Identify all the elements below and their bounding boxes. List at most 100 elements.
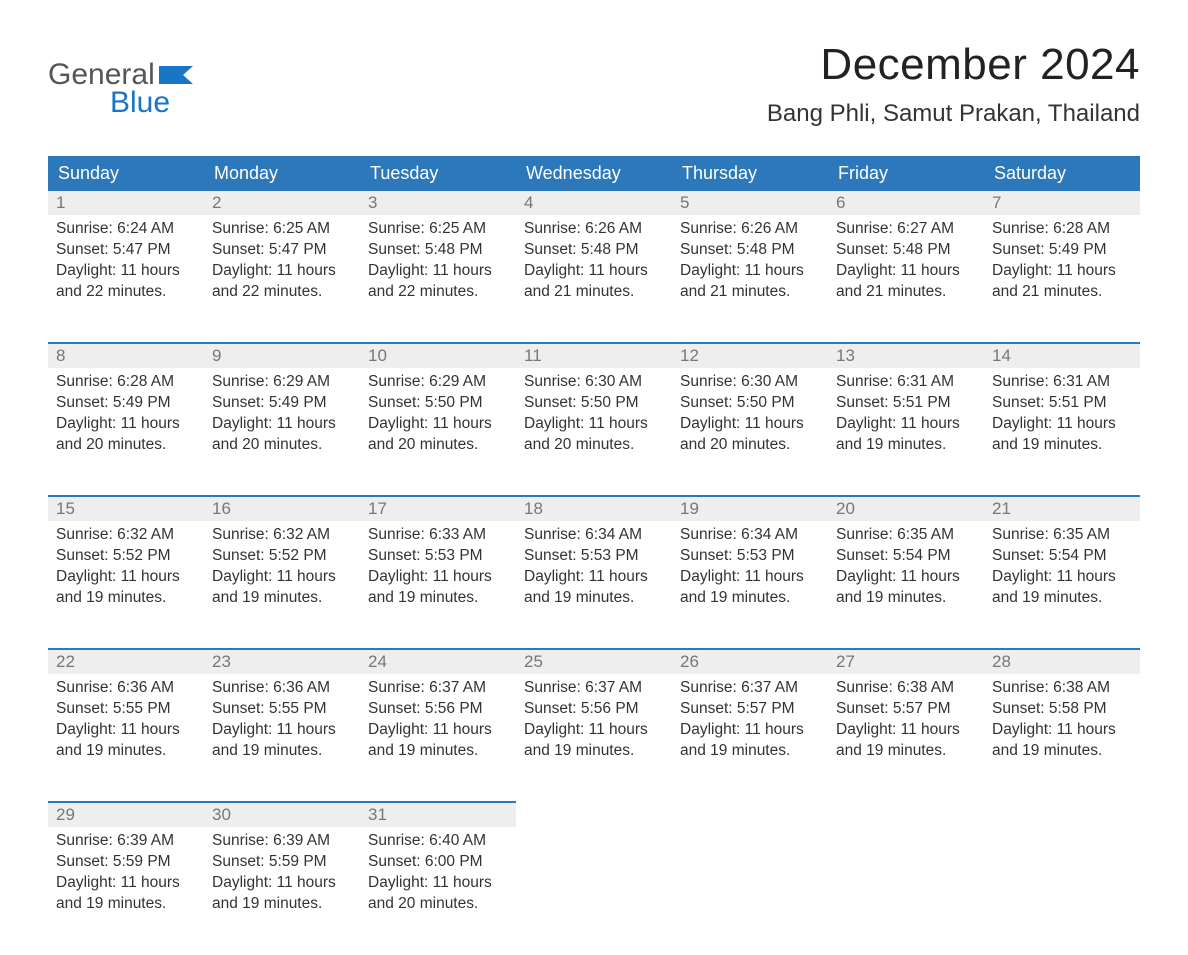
- day-cell: Sunrise: 6:26 AMSunset: 5:48 PMDaylight:…: [516, 215, 672, 343]
- daylight-line-2: and 19 minutes.: [212, 894, 352, 915]
- day-number-cell: 24: [360, 649, 516, 674]
- daylight-line-1: Daylight: 11 hours: [524, 261, 664, 282]
- sunset-line: Sunset: 5:48 PM: [836, 240, 976, 261]
- daylight-line-1: Daylight: 11 hours: [680, 720, 820, 741]
- sunset-line: Sunset: 5:58 PM: [992, 699, 1132, 720]
- day-cell: Sunrise: 6:28 AMSunset: 5:49 PMDaylight:…: [48, 368, 204, 496]
- sunrise-line: Sunrise: 6:28 AM: [56, 372, 196, 393]
- sunrise-line: Sunrise: 6:29 AM: [368, 372, 508, 393]
- day-content-row: Sunrise: 6:24 AMSunset: 5:47 PMDaylight:…: [48, 215, 1140, 343]
- sunset-line: Sunset: 5:51 PM: [836, 393, 976, 414]
- sunset-line: Sunset: 5:48 PM: [680, 240, 820, 261]
- day-cell: Sunrise: 6:37 AMSunset: 5:56 PMDaylight:…: [360, 674, 516, 802]
- daylight-line-2: and 22 minutes.: [56, 282, 196, 303]
- day-cell: Sunrise: 6:30 AMSunset: 5:50 PMDaylight:…: [672, 368, 828, 496]
- daylight-line-2: and 19 minutes.: [56, 588, 196, 609]
- title-block: December 2024 Bang Phli, Samut Prakan, T…: [767, 40, 1140, 128]
- daylight-line-1: Daylight: 11 hours: [212, 414, 352, 435]
- day-number-cell: 14: [984, 343, 1140, 368]
- sunrise-line: Sunrise: 6:38 AM: [836, 678, 976, 699]
- sunset-line: Sunset: 5:54 PM: [836, 546, 976, 567]
- day-cell: Sunrise: 6:36 AMSunset: 5:55 PMDaylight:…: [48, 674, 204, 802]
- day-number-cell: 17: [360, 496, 516, 521]
- sunrise-line: Sunrise: 6:37 AM: [524, 678, 664, 699]
- day-number-cell: 7: [984, 191, 1140, 215]
- day-number-cell: 3: [360, 191, 516, 215]
- daylight-line-2: and 19 minutes.: [368, 588, 508, 609]
- day-number-cell: [984, 802, 1140, 827]
- page-header: General Blue December 2024 Bang Phli, Sa…: [48, 40, 1140, 128]
- daylight-line-1: Daylight: 11 hours: [212, 873, 352, 894]
- daylight-line-2: and 19 minutes.: [836, 588, 976, 609]
- daylight-line-1: Daylight: 11 hours: [368, 873, 508, 894]
- day-number-cell: 9: [204, 343, 360, 368]
- sunset-line: Sunset: 5:48 PM: [524, 240, 664, 261]
- day-number-row: 15161718192021: [48, 496, 1140, 521]
- daylight-line-1: Daylight: 11 hours: [836, 414, 976, 435]
- daylight-line-1: Daylight: 11 hours: [56, 261, 196, 282]
- daylight-line-1: Daylight: 11 hours: [212, 567, 352, 588]
- sunset-line: Sunset: 5:49 PM: [56, 393, 196, 414]
- sunset-line: Sunset: 5:54 PM: [992, 546, 1132, 567]
- day-cell: Sunrise: 6:39 AMSunset: 5:59 PMDaylight:…: [48, 827, 204, 955]
- sunset-line: Sunset: 5:59 PM: [56, 852, 196, 873]
- sunset-line: Sunset: 6:00 PM: [368, 852, 508, 873]
- sunset-line: Sunset: 5:48 PM: [368, 240, 508, 261]
- day-cell: Sunrise: 6:25 AMSunset: 5:48 PMDaylight:…: [360, 215, 516, 343]
- daylight-line-2: and 20 minutes.: [680, 435, 820, 456]
- daylight-line-2: and 19 minutes.: [56, 894, 196, 915]
- day-cell: Sunrise: 6:31 AMSunset: 5:51 PMDaylight:…: [828, 368, 984, 496]
- sunrise-line: Sunrise: 6:29 AM: [212, 372, 352, 393]
- daylight-line-2: and 22 minutes.: [368, 282, 508, 303]
- sunrise-line: Sunrise: 6:34 AM: [524, 525, 664, 546]
- day-number-cell: 19: [672, 496, 828, 521]
- day-cell: Sunrise: 6:37 AMSunset: 5:56 PMDaylight:…: [516, 674, 672, 802]
- day-cell: Sunrise: 6:27 AMSunset: 5:48 PMDaylight:…: [828, 215, 984, 343]
- sunrise-line: Sunrise: 6:38 AM: [992, 678, 1132, 699]
- sunrise-line: Sunrise: 6:32 AM: [212, 525, 352, 546]
- day-content-row: Sunrise: 6:28 AMSunset: 5:49 PM Daylight:…: [48, 368, 1140, 496]
- sunrise-line: Sunrise: 6:37 AM: [680, 678, 820, 699]
- day-number-cell: 12: [672, 343, 828, 368]
- weekday-header: Saturday: [984, 156, 1140, 191]
- weekday-header: Monday: [204, 156, 360, 191]
- daylight-line-2: and 21 minutes.: [836, 282, 976, 303]
- daylight-line-1: Daylight: 11 hours: [368, 261, 508, 282]
- daylight-line-2: and 20 minutes.: [56, 435, 196, 456]
- day-cell: [984, 827, 1140, 955]
- sunrise-line: Sunrise: 6:35 AM: [992, 525, 1132, 546]
- daylight-line-2: and 21 minutes.: [992, 282, 1132, 303]
- sunset-line: Sunset: 5:50 PM: [680, 393, 820, 414]
- calendar-table: Sunday Monday Tuesday Wednesday Thursday…: [48, 156, 1140, 955]
- day-cell: Sunrise: 6:32 AMSunset: 5:52 PMDaylight:…: [204, 521, 360, 649]
- sunset-line: Sunset: 5:55 PM: [56, 699, 196, 720]
- daylight-line-2: and 19 minutes.: [524, 741, 664, 762]
- day-number-cell: [516, 802, 672, 827]
- sunset-line: Sunset: 5:55 PM: [212, 699, 352, 720]
- sunset-line: Sunset: 5:56 PM: [524, 699, 664, 720]
- day-cell: Sunrise: 6:31 AMSunset: 5:51 PMDaylight:…: [984, 368, 1140, 496]
- day-cell: [828, 827, 984, 955]
- day-content-row: Sunrise: 6:39 AMSunset: 5:59 PMDaylight:…: [48, 827, 1140, 955]
- sunset-line: Sunset: 5:52 PM: [56, 546, 196, 567]
- weekday-header: Sunday: [48, 156, 204, 191]
- day-number-cell: 4: [516, 191, 672, 215]
- sunrise-line: Sunrise: 6:34 AM: [680, 525, 820, 546]
- day-cell: Sunrise: 6:33 AMSunset: 5:53 PMDaylight:…: [360, 521, 516, 649]
- day-number-cell: 8: [48, 343, 204, 368]
- sunrise-line: Sunrise: 6:26 AM: [524, 219, 664, 240]
- weekday-header: Thursday: [672, 156, 828, 191]
- daylight-line-2: and 20 minutes.: [368, 435, 508, 456]
- day-cell: Sunrise: 6:28 AMSunset: 5:49 PMDaylight:…: [984, 215, 1140, 343]
- day-number-cell: 29: [48, 802, 204, 827]
- day-number-cell: 27: [828, 649, 984, 674]
- day-number-cell: [828, 802, 984, 827]
- daylight-line-1: Daylight: 11 hours: [992, 261, 1132, 282]
- day-cell: Sunrise: 6:32 AMSunset: 5:52 PMDaylight:…: [48, 521, 204, 649]
- day-number-cell: 5: [672, 191, 828, 215]
- weekday-header: Tuesday: [360, 156, 516, 191]
- daylight-line-1: Daylight: 11 hours: [524, 414, 664, 435]
- daylight-line-1: Daylight: 11 hours: [56, 873, 196, 894]
- day-cell: [516, 827, 672, 955]
- day-cell: Sunrise: 6:35 AMSunset: 5:54 PMDaylight:…: [984, 521, 1140, 649]
